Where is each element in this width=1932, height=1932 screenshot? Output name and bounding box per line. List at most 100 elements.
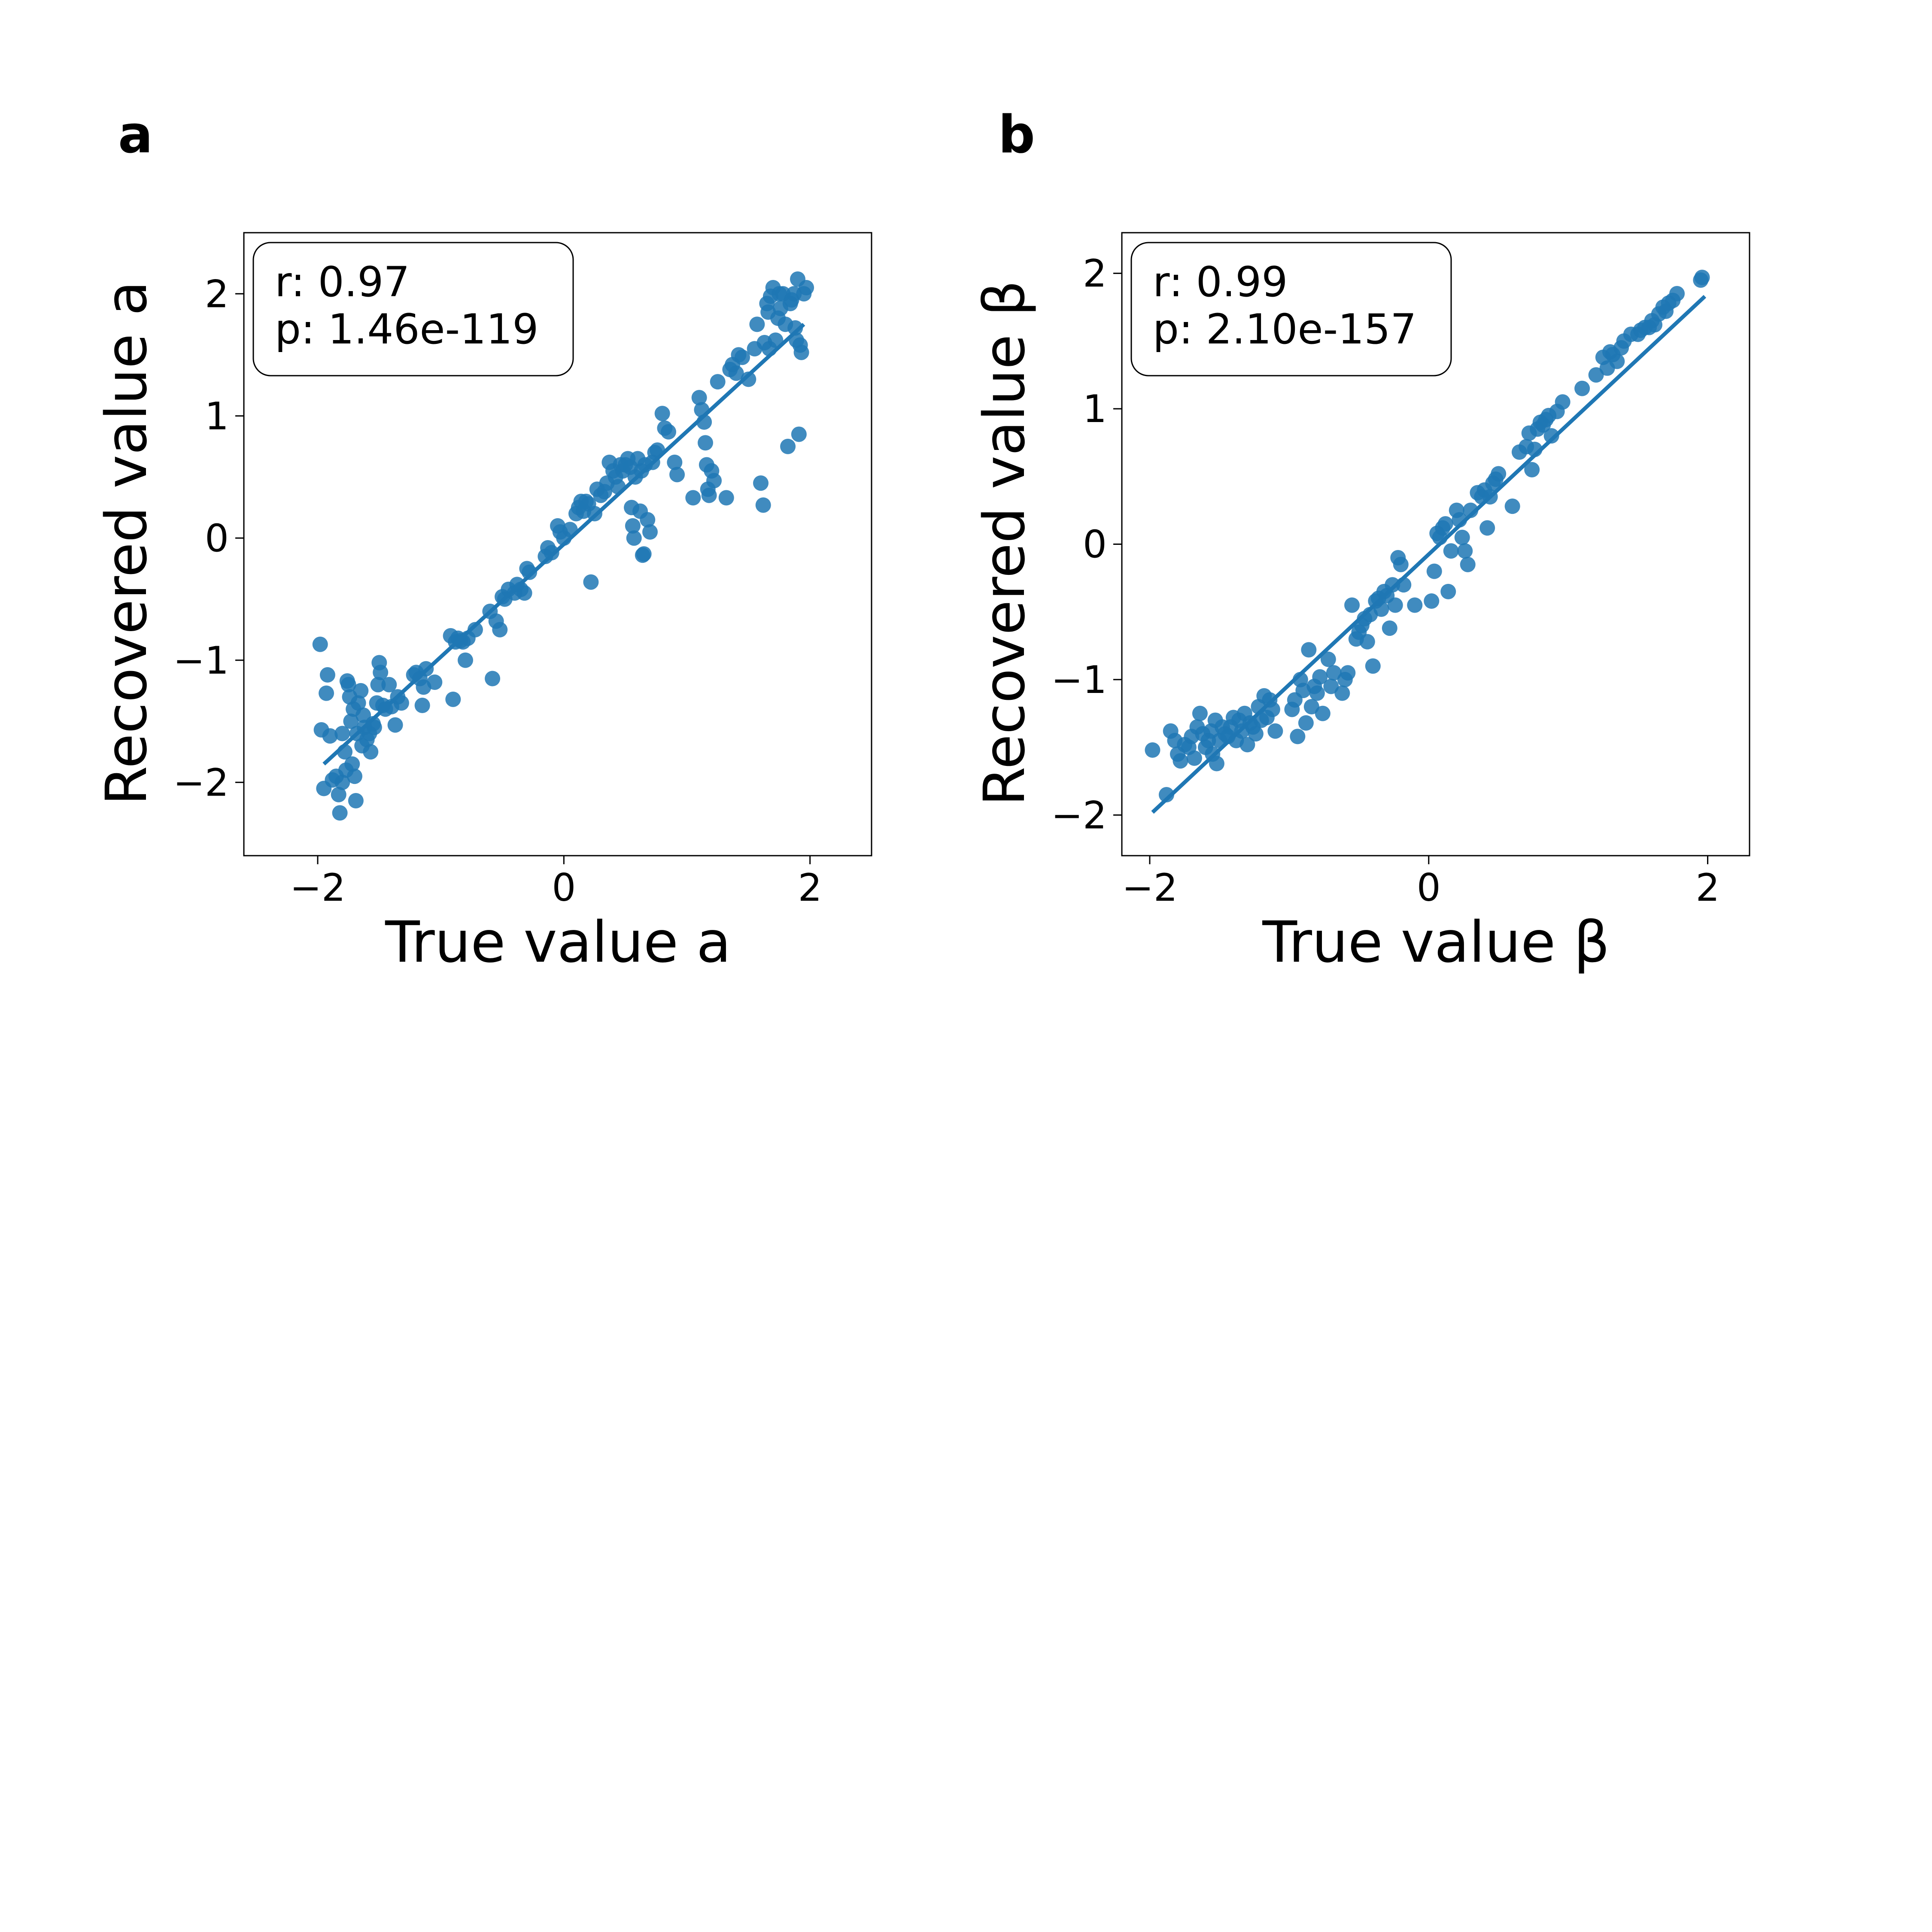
- panel-a-data-point: [353, 683, 369, 699]
- panel-b-data-point: [1407, 597, 1423, 613]
- panel-a-data-point: [414, 698, 430, 714]
- panel-a-data-point: [381, 677, 397, 693]
- panel-b-data-point: [1460, 556, 1476, 572]
- panel-b-data-point: [1555, 394, 1571, 410]
- panel-b-data-point: [1334, 685, 1350, 701]
- panel-a-data-point: [331, 787, 346, 802]
- panel-a-data-point: [749, 316, 765, 332]
- panel-a-stats-box: r: 0.97 p: 1.46e-119: [252, 242, 574, 377]
- panel-b-data-point: [1479, 520, 1495, 536]
- panel-a-x-tick-label: −2: [290, 866, 346, 910]
- panel-b-data-point: [1454, 529, 1470, 545]
- panel-b-y-tick-label: −2: [1051, 793, 1107, 837]
- panel-a-data-point: [319, 685, 334, 701]
- panel-b-data-point: [1298, 715, 1314, 731]
- panel-a-y-tick-label: −2: [173, 760, 229, 805]
- panel-b-data-point: [1440, 583, 1456, 599]
- panel-b-data-point: [1382, 620, 1397, 636]
- panel-a-data-point: [685, 490, 701, 506]
- panel-a-data-point: [334, 726, 350, 741]
- panel-a-data-point: [516, 585, 532, 601]
- panel-a-data-point: [322, 728, 338, 744]
- panel-a-data-point: [373, 665, 389, 680]
- panel-a-data-point: [667, 454, 683, 470]
- panel-b-x-tick-label: −2: [1122, 866, 1178, 910]
- panel-b-stats-box: r: 0.99 p: 2.10e-157: [1130, 242, 1452, 377]
- panel-a-data-point: [640, 512, 656, 528]
- panel-b-data-point: [1239, 737, 1255, 753]
- panel-b-data-point: [1312, 669, 1328, 685]
- panel-a-x-tick-label: 0: [552, 866, 576, 910]
- panel-a-data-point: [427, 674, 443, 690]
- panel-b-data-point: [1437, 516, 1453, 532]
- panel-a-stats-box-frame: [252, 242, 574, 377]
- panel-b-data-point: [1186, 750, 1202, 766]
- panel-a-data-point: [669, 467, 685, 483]
- panel-b-data-point: [1192, 705, 1208, 721]
- panel-a-y-tick-label: 0: [205, 516, 229, 560]
- panel-b-data-point: [1588, 367, 1604, 383]
- panel-a-x-axis-label: True value a: [385, 909, 731, 975]
- panel-a-data-point: [583, 574, 599, 590]
- panel-a-data-point: [799, 280, 814, 296]
- panel-b-data-point: [1373, 601, 1389, 617]
- panel-b-data-point: [1504, 498, 1520, 514]
- panel-b-letter: b: [998, 105, 1035, 165]
- panel-b-data-point: [1694, 270, 1710, 286]
- panel-b-data-point: [1344, 597, 1360, 613]
- panel-b-x-tick-label: 2: [1696, 866, 1720, 910]
- panel-a-data-point: [791, 426, 807, 442]
- panel-b-data-point: [1609, 353, 1625, 369]
- panel-b-y-tick-label: −1: [1051, 658, 1107, 702]
- panel-a-data-point: [793, 344, 809, 360]
- panel-b-plot-area: −2 0 2 −2 −1 0 1 2: [1051, 232, 1750, 910]
- panel-a-y-tick-label: 2: [205, 272, 229, 316]
- panel-a-plot-area: −2 0 2 −2 −1 0 1 2: [173, 232, 872, 910]
- panel-a-data-point: [350, 695, 366, 711]
- panel-b-data-point: [1365, 658, 1381, 674]
- panel-b-data-point: [1669, 286, 1685, 301]
- panel-a-data-point: [706, 473, 722, 489]
- panel-b-stats-r: r: 0.99: [1153, 258, 1288, 306]
- panel-a-data-point: [654, 406, 670, 422]
- panel-a-data-point: [642, 524, 658, 540]
- panel-a-data-point: [332, 805, 348, 821]
- panel-b-data-point: [1315, 705, 1331, 721]
- panel-a-data-point: [710, 374, 726, 390]
- panel-a-data-point: [370, 677, 386, 693]
- panel-a-data-point: [701, 487, 717, 503]
- panel-a-data-point: [755, 497, 771, 513]
- panel-a-data-point: [735, 349, 750, 365]
- panel-b-data-point: [1301, 642, 1317, 658]
- panel-a-y-tick-label: −1: [173, 638, 229, 683]
- panel-b-data-point: [1574, 380, 1590, 396]
- panel-a-data-point: [691, 390, 707, 406]
- panel-b-data-point: [1524, 462, 1540, 478]
- panel-b-data-point: [1309, 685, 1325, 701]
- panel-b-data-point: [1158, 787, 1174, 803]
- panel-b-data-point: [1323, 678, 1339, 694]
- panel-a-stats-r: r: 0.97: [275, 258, 410, 306]
- panel-b-data-point: [1340, 665, 1356, 681]
- panel-b-stats-box-frame: [1130, 242, 1452, 377]
- panel-a-letter: a: [118, 105, 153, 165]
- panel-b-data-point: [1491, 466, 1507, 482]
- panel-a-data-point: [741, 371, 756, 387]
- panel-a-data-point: [522, 564, 538, 580]
- panel-a-data-point: [698, 435, 713, 451]
- panel-b-data-point: [1393, 556, 1409, 572]
- panel-a-data-point: [718, 490, 734, 506]
- panel-b: b −2 0 2 −2 −1 0 1 2 r: 0.99 p: 2.10e-157 True …: [972, 105, 1750, 975]
- panel-b-y-axis-label: Recovered value β: [972, 280, 1038, 806]
- panel-a-regression-line: [322, 323, 805, 766]
- panel-b-data-point: [1267, 723, 1283, 739]
- panel-a-data-point: [787, 320, 803, 336]
- panel-b-x-tick-label: 0: [1417, 866, 1441, 910]
- panel-a-data-point: [340, 677, 356, 693]
- panel-a-data-point: [728, 365, 744, 381]
- panel-a-data-point: [626, 530, 642, 546]
- panel-b-data-point: [1209, 756, 1224, 772]
- panel-b-data-point: [1385, 577, 1400, 593]
- panel-b-data-point: [1426, 563, 1442, 579]
